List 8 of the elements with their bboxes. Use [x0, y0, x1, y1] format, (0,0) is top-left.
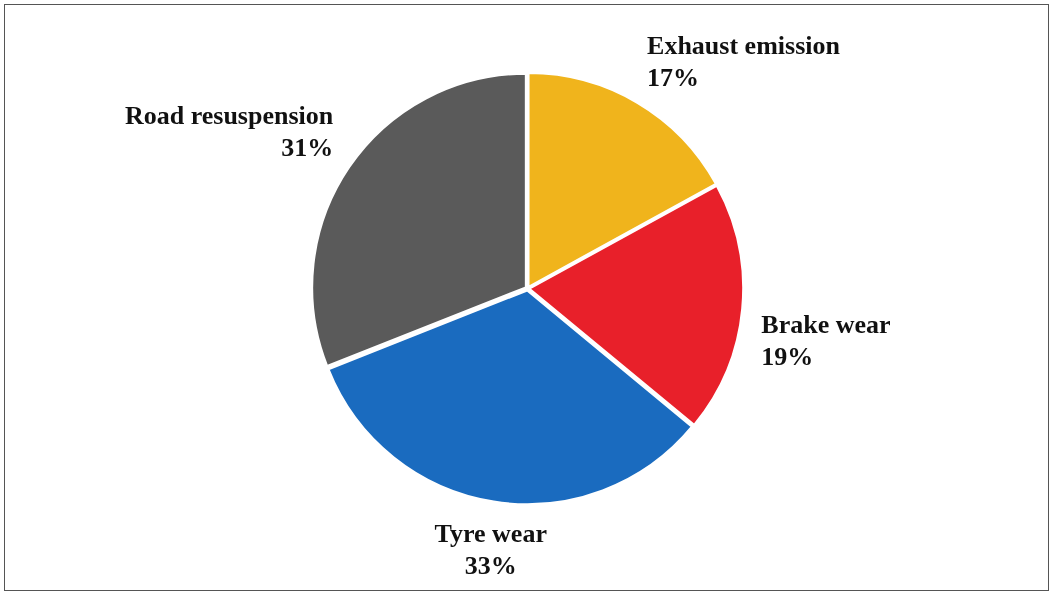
slice-label: Tyre wear	[434, 519, 547, 549]
data-label: 17%	[647, 63, 700, 93]
slice-label: Road resuspension	[124, 101, 334, 131]
slice-label: Exhaust emission	[647, 31, 841, 61]
data-label: 33%	[464, 551, 517, 581]
slice-label: Brake wear	[761, 309, 891, 339]
data-label: 19%	[761, 341, 814, 371]
data-label: 31%	[281, 133, 334, 163]
